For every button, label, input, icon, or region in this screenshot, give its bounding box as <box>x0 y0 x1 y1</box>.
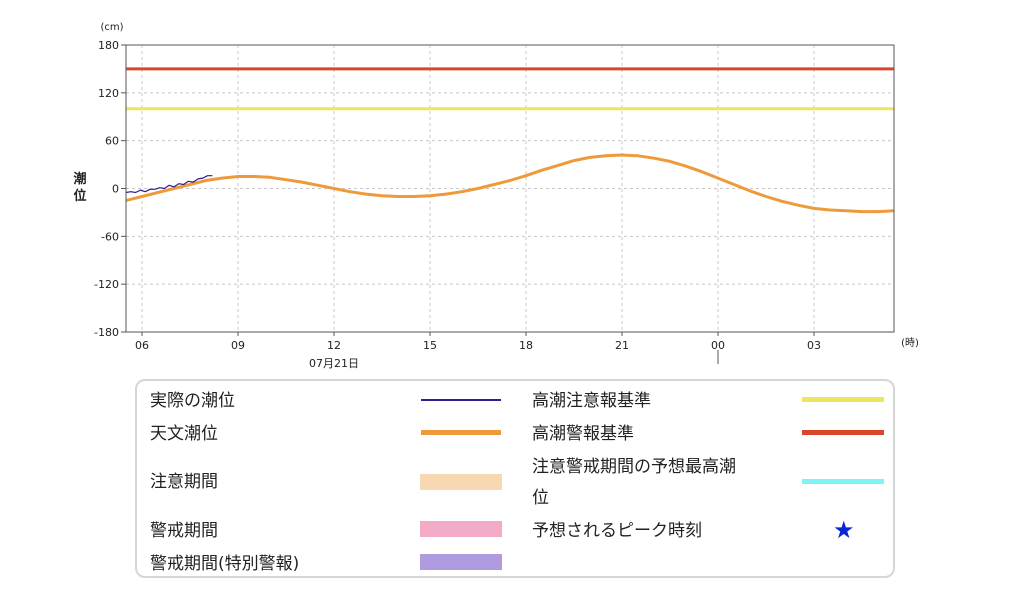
x-tick-label: 12 <box>327 339 341 352</box>
y-tick-label: 120 <box>98 87 119 100</box>
x-tick-label: 09 <box>231 339 245 352</box>
reference-lines <box>126 67 894 111</box>
x-axis: 06 09 12 15 18 21 00 03 <box>135 332 821 352</box>
legend-box-warning-period <box>420 521 502 537</box>
y-tick-label: 60 <box>105 135 119 148</box>
x-tick-label: 21 <box>615 339 629 352</box>
x-tick-label: 18 <box>519 339 533 352</box>
x-unit-label: (時) <box>901 337 919 349</box>
y-axis-label: 潮位 <box>73 171 86 204</box>
legend-label-warning-standard: 高潮警報基準 <box>532 424 634 444</box>
legend-label-observed: 実際の潮位 <box>150 391 235 411</box>
x-tick-label: 06 <box>135 339 149 352</box>
y-axis: 180 120 60 0 -60 -120 -180 <box>94 39 126 339</box>
legend-label-warning-period: 警戒期間 <box>150 521 218 541</box>
legend-line-caution-standard <box>802 397 884 402</box>
legend-label-special-warning-period: 警戒期間(特別警報) <box>150 554 300 574</box>
observed-tide-line <box>125 175 213 194</box>
legend-line-astronomical <box>421 430 501 435</box>
x-tick-label: 15 <box>423 339 437 352</box>
x-tick-label: 03 <box>807 339 821 352</box>
y-tick-label: -120 <box>94 278 119 291</box>
date-label: 07月21日 <box>309 357 359 370</box>
y-tick-label: 0 <box>112 183 119 196</box>
legend-line-warning-standard <box>802 430 884 435</box>
astronomical-tide-line <box>125 153 895 214</box>
legend-line-observed <box>421 399 501 401</box>
legend-label-caution-period: 注意期間 <box>150 472 218 492</box>
grid <box>126 45 894 332</box>
series-lines <box>125 153 895 214</box>
legend-label-max-forecast-line2: 位 <box>532 488 549 508</box>
legend-box-caution-period <box>420 474 502 490</box>
x-tick-label: 00 <box>711 339 725 352</box>
legend-line-max-forecast <box>802 479 884 484</box>
y-tick-label: -60 <box>101 230 119 243</box>
tide-chart: 180 120 60 0 -60 -120 -180 06 09 12 15 18 21 00 03 (c… <box>73 22 919 370</box>
y-tick-label: -180 <box>94 326 119 339</box>
legend-label-astronomical: 天文潮位 <box>150 424 218 444</box>
y-tick-label: 180 <box>98 39 119 52</box>
y-unit-label: (cm) <box>100 22 123 33</box>
star-icon: ★ <box>833 516 855 544</box>
legend-box-special-warning-period <box>420 554 502 570</box>
legend-label-peak-time: 予想されるピーク時刻 <box>532 521 702 541</box>
legend-label-caution-standard: 高潮注意報基準 <box>532 391 651 411</box>
legend: 実際の潮位 天文潮位 注意期間 警戒期間 警戒期間(特別警報) 高潮注意報基準 … <box>135 379 895 578</box>
legend-label-max-forecast-line1: 注意警戒期間の予想最高潮 <box>532 457 736 477</box>
